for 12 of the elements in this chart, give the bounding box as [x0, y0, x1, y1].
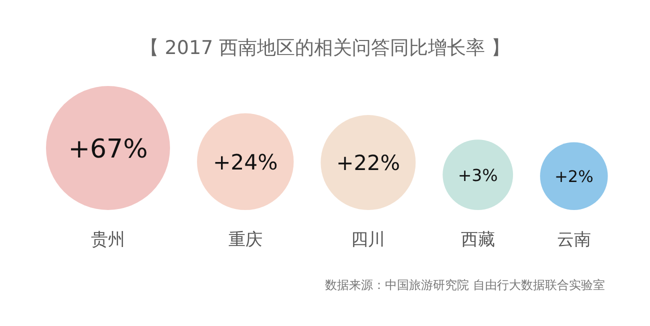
data-label: +67%	[68, 134, 148, 164]
category-label: 云南	[556, 230, 591, 250]
category-label: 贵州	[91, 230, 125, 250]
category-label: 四川	[351, 230, 386, 250]
category-label: 重庆	[228, 230, 262, 250]
data-label: +3%	[458, 166, 498, 185]
text: 【 2017 西南地区的相关问答同比增长率 】	[140, 37, 510, 59]
data-label: +2%	[554, 166, 594, 186]
category-label: 西藏	[460, 230, 495, 250]
source-note: 数据来源：中国旅游研究院 自由行大数据联合实验室	[325, 278, 605, 292]
data-label: +24%	[212, 149, 278, 174]
data-label: +22%	[336, 151, 400, 176]
